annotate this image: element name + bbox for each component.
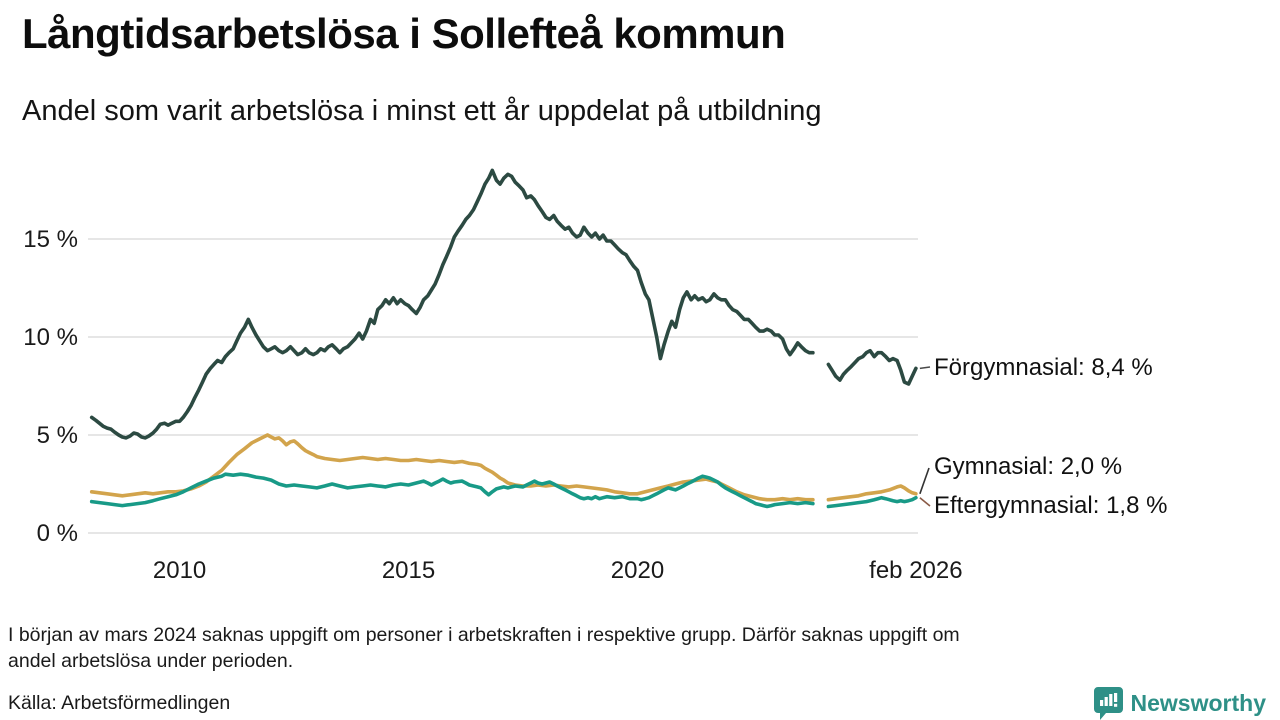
label-connector [919, 366, 931, 370]
footnote-line-2: andel arbetslösa under perioden. [8, 650, 294, 672]
series-line-förgymnasial [89, 168, 815, 440]
newsworthy-brand-text: Newsworthy [1130, 689, 1266, 716]
label-connector [919, 467, 930, 495]
series-line-eftergymnasial [89, 472, 815, 509]
y-tick-label: 15 % [23, 226, 78, 253]
x-tick-label: feb 2026 [869, 557, 962, 584]
x-tick-label: 2015 [382, 557, 435, 584]
series-line-gymnasial [826, 484, 918, 502]
newsworthy-logo-icon [1093, 686, 1124, 720]
label-connector [919, 497, 931, 507]
x-tick-label: 2010 [153, 557, 206, 584]
footnote-line-1: I början av mars 2024 saknas uppgift om … [8, 624, 960, 646]
series-line-gymnasial [89, 433, 815, 502]
series-label-eftergymnasial: Eftergymnasial: 1,8 % [934, 492, 1168, 519]
series-label-gymnasial: Gymnasial: 2,0 % [934, 453, 1123, 480]
y-tick-label: 5 % [37, 422, 78, 449]
page-title: Långtidsarbetslösa i Sollefteå kommun [22, 10, 786, 57]
page-subtitle: Andel som varit arbetslösa i minst ett å… [22, 95, 822, 127]
y-tick-label: 10 % [23, 324, 78, 351]
series-line-förgymnasial [826, 348, 918, 386]
source-credit: Källa: Arbetsförmedlingen [8, 692, 231, 714]
series-line-eftergymnasial [826, 495, 918, 509]
y-tick-label: 0 % [37, 520, 78, 547]
x-tick-label: 2020 [611, 557, 664, 584]
series-label-forgymnasial: Förgymnasial: 8,4 % [934, 354, 1153, 381]
newsworthy-logo: Newsworthy [1093, 686, 1266, 720]
footnote: I början av mars 2024 saknas uppgift om … [8, 622, 1253, 674]
